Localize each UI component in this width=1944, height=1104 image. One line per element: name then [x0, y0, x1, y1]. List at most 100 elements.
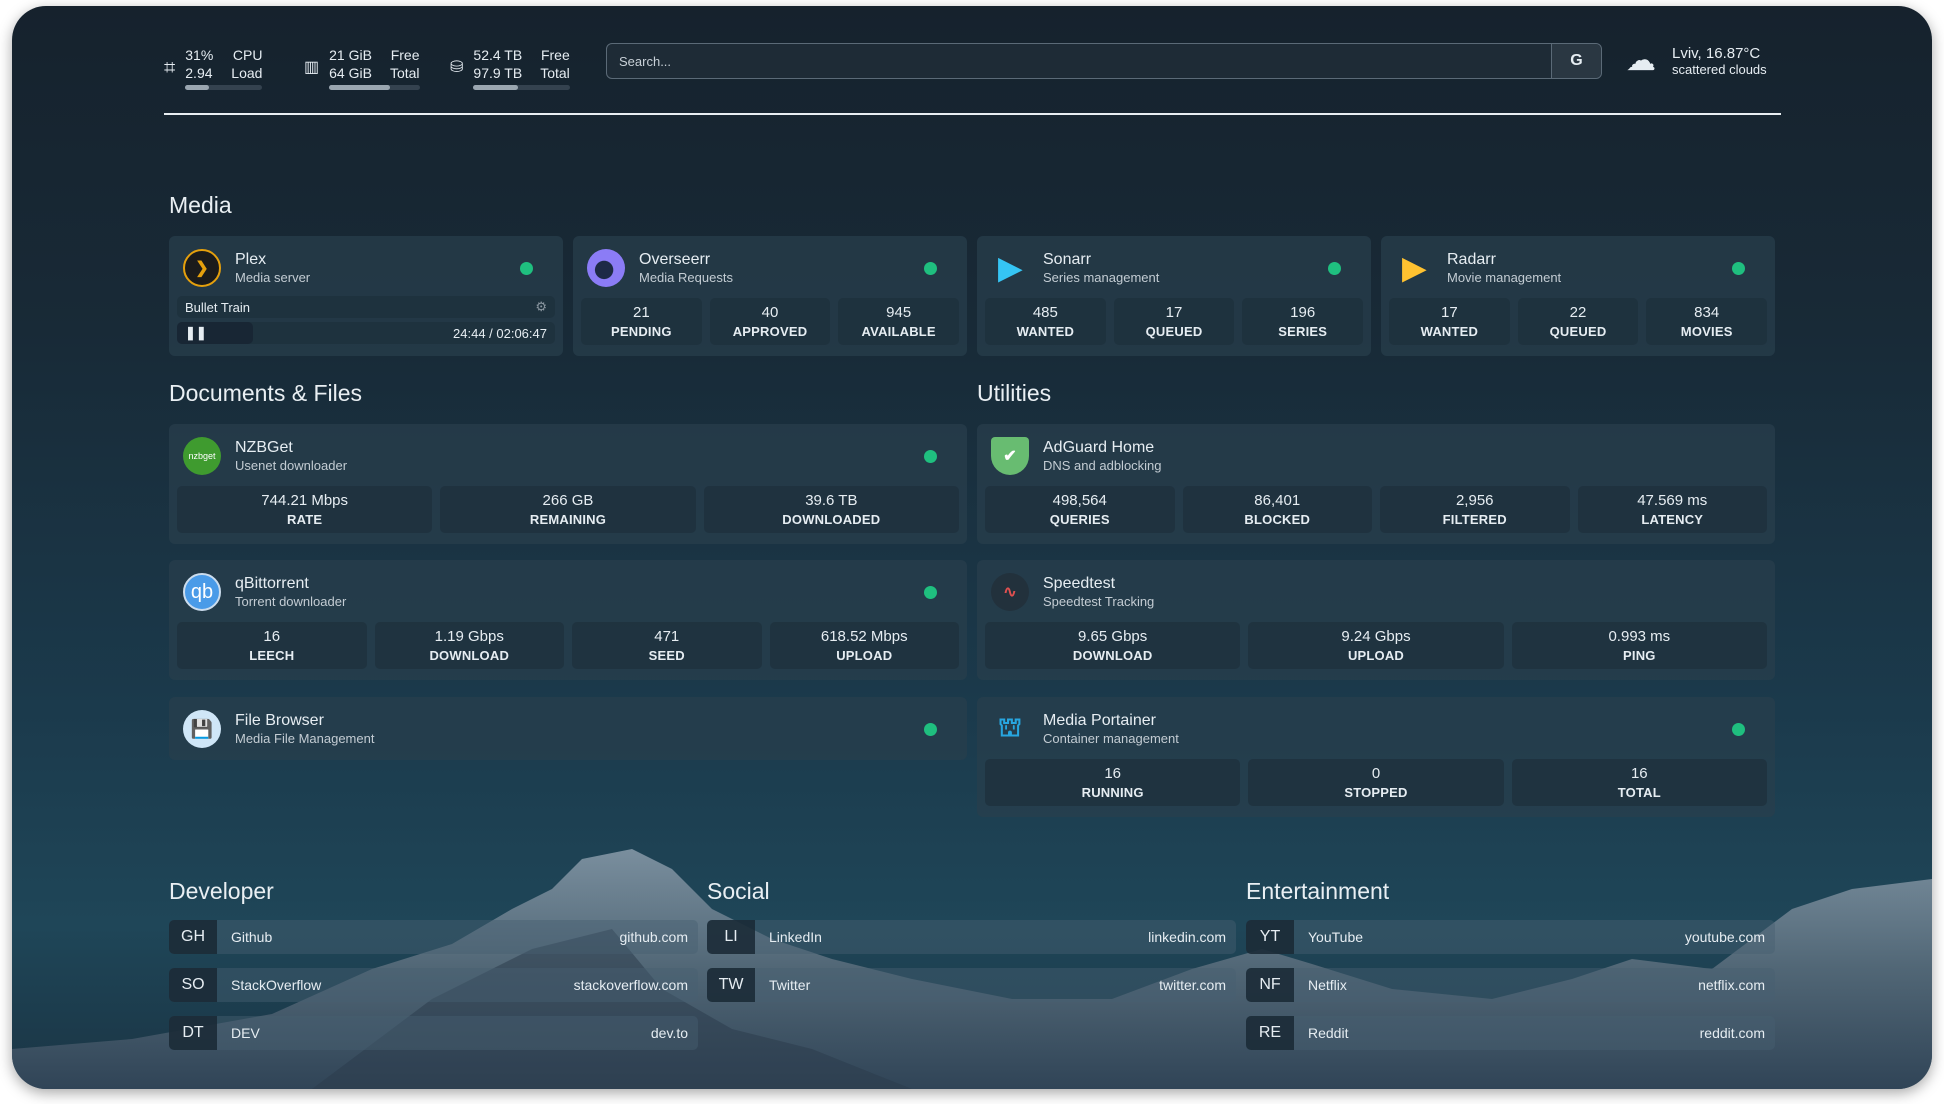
- status-dot: [1732, 262, 1745, 275]
- service-name: AdGuard Home: [1043, 439, 1155, 456]
- disk-bar: [473, 85, 570, 90]
- stat-value: 196: [1290, 304, 1316, 321]
- stat-label: LEECH: [249, 648, 295, 663]
- service-desc: Container management: [1043, 731, 1179, 746]
- bookmark-abbr: GH: [169, 920, 217, 954]
- bookmark-name: Netflix: [1308, 977, 1347, 993]
- adguard-card[interactable]: ✔ AdGuard Home DNS and adblocking 498,564 Q…: [977, 424, 1775, 544]
- stat-label: RUNNING: [1081, 785, 1144, 800]
- memory-widget: ▥ 21 GiB 64 GiB Free Total: [304, 46, 420, 90]
- disk-free: 52.4 TB: [473, 47, 523, 63]
- total-label: Total: [540, 65, 570, 81]
- file-browser-card[interactable]: 💾 File Browser Media File Management: [169, 697, 967, 760]
- service-desc: Media server: [235, 270, 311, 285]
- stat-label: UPLOAD: [836, 648, 893, 663]
- stat-block: 498,564 QUERIES: [985, 486, 1175, 533]
- overseerr-icon: [587, 249, 625, 287]
- playback-progress[interactable]: [177, 322, 253, 344]
- now-playing-title: Bullet Train: [185, 299, 251, 315]
- status-dot: [1328, 262, 1341, 275]
- portainer-card[interactable]: ⛫ Media Portainer Container management 16 R…: [977, 697, 1775, 817]
- status-dot: [924, 586, 937, 599]
- stat-block: 39.6 TB DOWNLOADED: [703, 486, 959, 533]
- stat-value: 471: [654, 628, 680, 645]
- memory-bar: [329, 85, 420, 90]
- section-media: Media: [169, 192, 232, 218]
- section-entertainment: Entertainment: [1246, 878, 1390, 904]
- speedtest-icon: ∿: [991, 573, 1029, 611]
- disk-icon: ⛁: [450, 59, 464, 76]
- mountain-background: [12, 849, 1932, 1089]
- stat-value: 22: [1569, 304, 1587, 321]
- service-name: qBittorrent: [235, 575, 309, 592]
- bookmark-url: netflix.com: [1698, 977, 1765, 993]
- weather-widget: ☁ Lviv, 16.87°C scattered clouds: [1626, 43, 1767, 78]
- disk-total: 97.9 TB: [473, 65, 523, 81]
- bookmark-abbr: NF: [1246, 968, 1294, 1002]
- memory-icon: ▥: [304, 59, 320, 76]
- bookmark-name: LinkedIn: [769, 929, 822, 945]
- bookmark-link[interactable]: TW Twitter twitter.com: [707, 968, 1236, 1002]
- bookmark-url: github.com: [619, 929, 688, 945]
- bookmark-name: Reddit: [1308, 1025, 1349, 1041]
- total-label: Total: [389, 65, 420, 81]
- stat-label: QUEUED: [1549, 324, 1607, 339]
- bookmark-link[interactable]: DT DEV dev.to: [169, 1016, 698, 1050]
- cpu-icon: ⌗: [164, 57, 176, 79]
- stat-block: 485 WANTED: [985, 298, 1106, 345]
- status-dot: [520, 262, 533, 275]
- status-dot: [924, 723, 937, 736]
- bookmark-link[interactable]: LI LinkedIn linkedin.com: [707, 920, 1236, 954]
- cpu-bar: [185, 85, 263, 90]
- search-input[interactable]: [607, 53, 1551, 69]
- service-desc: Usenet downloader: [235, 458, 348, 473]
- stat-block: 21 PENDING: [581, 298, 702, 345]
- service-name: Speedtest: [1043, 575, 1116, 592]
- bookmark-link[interactable]: YT YouTube youtube.com: [1246, 920, 1775, 954]
- stat-block: 1.19 Gbps DOWNLOAD: [374, 622, 564, 669]
- sonarr-card[interactable]: ▶ Sonarr Series management 485 WANTED 17 QUEU…: [977, 236, 1371, 356]
- bookmark-link[interactable]: SO StackOverflow stackoverflow.com: [169, 968, 698, 1002]
- service-name: Sonarr: [1043, 251, 1092, 268]
- stat-value: 498,564: [1052, 492, 1107, 509]
- stat-label: FILTERED: [1442, 512, 1507, 527]
- section-documents: Documents & Files: [169, 380, 363, 406]
- radarr-card[interactable]: ▶ Radarr Movie management 17 WANTED 22 QUEUED…: [1381, 236, 1775, 356]
- stat-value: 266 GB: [542, 492, 594, 509]
- cpu-widget: ⌗ 31% 2.94 CPU Load: [164, 46, 263, 90]
- bookmark-name: DEV: [231, 1025, 260, 1041]
- bookmark-link[interactable]: GH Github github.com: [169, 920, 698, 954]
- entertainment-links: YT YouTube youtube.com NF Netflix netflix.com…: [1246, 920, 1775, 1064]
- stat-label: PENDING: [611, 324, 672, 339]
- nzbget-card[interactable]: nzbget NZBGet Usenet downloader 744.21 Mbp…: [169, 424, 967, 544]
- service-name: File Browser: [235, 712, 324, 729]
- stat-label: LATENCY: [1641, 512, 1704, 527]
- stat-value: 16: [1104, 765, 1121, 782]
- stat-value: 485: [1032, 304, 1058, 321]
- search-provider-button[interactable]: G: [1551, 44, 1601, 78]
- stat-value: 16: [263, 628, 281, 645]
- stat-block: 2,956 FILTERED: [1380, 486, 1570, 533]
- stat-block: 22 QUEUED: [1517, 298, 1639, 345]
- stat-value: 834: [1694, 304, 1720, 321]
- service-desc: Movie management: [1447, 270, 1562, 285]
- pause-icon[interactable]: ❚❚: [185, 325, 207, 340]
- stat-block: 9.24 Gbps UPLOAD: [1248, 622, 1504, 669]
- bookmark-abbr: SO: [169, 968, 217, 1002]
- service-desc: Media Requests: [639, 270, 733, 285]
- bookmark-link[interactable]: NF Netflix netflix.com: [1246, 968, 1775, 1002]
- stat-block: 16 TOTAL: [1511, 759, 1767, 806]
- stat-value: 9.24 Gbps: [1341, 628, 1411, 645]
- qbittorrent-card[interactable]: qb qBittorrent Torrent downloader 16 LEECH 1…: [169, 560, 967, 680]
- service-name: Radarr: [1447, 251, 1496, 268]
- stat-label: PING: [1623, 648, 1656, 663]
- speedtest-card[interactable]: ∿ Speedtest Speedtest Tracking 9.65 Gbps DO…: [977, 560, 1775, 680]
- overseerr-card[interactable]: Overseerr Media Requests 21 PENDING 40 APPRO…: [573, 236, 967, 356]
- bookmark-abbr: TW: [707, 968, 755, 1002]
- bookmark-url: linkedin.com: [1148, 929, 1226, 945]
- free-label: Free: [390, 47, 420, 63]
- plex-card[interactable]: ❯ Plex Media server Bullet Train ⚙ ❚❚ 24:4…: [169, 236, 563, 356]
- stat-label: APPROVED: [732, 324, 808, 339]
- bookmark-link[interactable]: RE Reddit reddit.com: [1246, 1016, 1775, 1050]
- bookmark-name: Github: [231, 929, 273, 945]
